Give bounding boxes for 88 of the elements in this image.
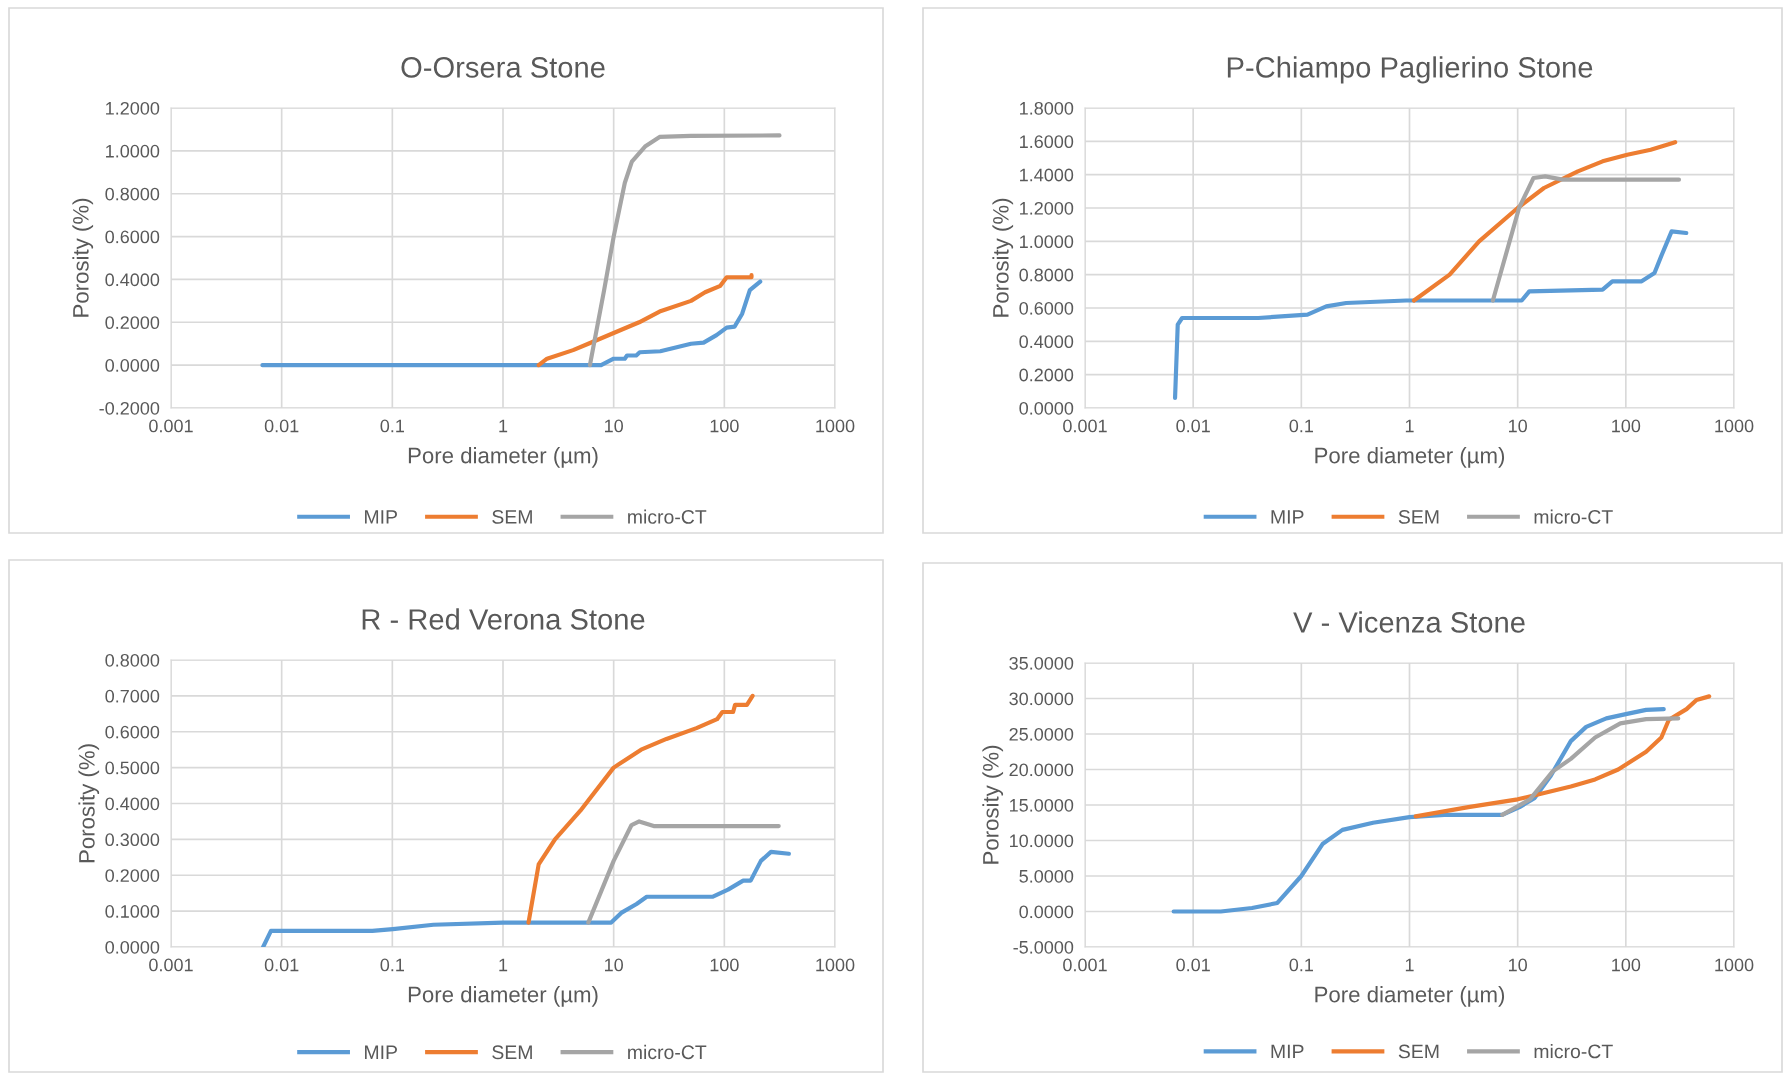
x-tick-label: 1 bbox=[499, 958, 508, 972]
chart-title: V - Vicenza Stone bbox=[1293, 611, 1525, 633]
y-tick-label: 1.2000 bbox=[1020, 201, 1074, 215]
x-tick-label: 100 bbox=[1612, 958, 1641, 972]
y-axis-title: Porosity (%) bbox=[982, 745, 1004, 864]
chart-title: R - Red Verona Stone bbox=[362, 608, 645, 630]
x-tick-label: 1000 bbox=[816, 958, 855, 972]
legend-label: micro-CT bbox=[1534, 509, 1613, 524]
legend-label: MIP bbox=[1271, 1044, 1304, 1059]
x-tick-label: 10 bbox=[1509, 419, 1527, 433]
y-tick-label: 1.8000 bbox=[1020, 101, 1074, 115]
x-tick-label: 0.1 bbox=[380, 958, 404, 972]
x-tick-label: 100 bbox=[710, 958, 739, 972]
y-tick-label: -5.0000 bbox=[1013, 940, 1074, 954]
legend-label: MIP bbox=[1271, 510, 1304, 524]
y-tick-label: 20.0000 bbox=[1009, 763, 1074, 777]
x-tick-label: 1 bbox=[1405, 958, 1414, 972]
y-tick-label: 0.8000 bbox=[105, 653, 160, 667]
y-tick-label: 0.1000 bbox=[105, 905, 160, 918]
chart-title: P-Chiampo Paglierino Stone bbox=[1227, 56, 1593, 84]
x-axis-title: Pore diameter (µm) bbox=[408, 986, 598, 1007]
legend-label: micro-CT bbox=[628, 509, 707, 524]
y-tick-label: 1.4000 bbox=[1020, 168, 1074, 182]
x-tick-label: 0.001 bbox=[1063, 419, 1107, 433]
legend-label: micro-CT bbox=[1534, 1044, 1613, 1059]
x-tick-label: 1 bbox=[499, 419, 508, 433]
y-tick-label: 0.4000 bbox=[1019, 335, 1074, 349]
y-axis-title: Porosity (%) bbox=[78, 744, 100, 863]
y-tick-label: 0.0000 bbox=[105, 359, 160, 372]
x-tick-label: 0.001 bbox=[1063, 958, 1107, 972]
y-tick-label: 0.3000 bbox=[105, 833, 160, 847]
x-tick-label: 100 bbox=[1612, 419, 1641, 433]
x-tick-label: 0.01 bbox=[1176, 419, 1210, 433]
x-tick-label: 10 bbox=[605, 419, 623, 433]
x-tick-label: 10 bbox=[1509, 958, 1527, 972]
x-tick-label: 0.1 bbox=[1289, 958, 1313, 972]
legend-label: SEM bbox=[492, 1045, 532, 1060]
x-tick-label: 1 bbox=[1405, 419, 1414, 433]
y-tick-label: 0.2000 bbox=[1019, 368, 1074, 382]
y-tick-label: 0.7000 bbox=[105, 689, 160, 703]
y-tick-label: 0.8000 bbox=[105, 187, 160, 201]
y-tick-label: 10.0000 bbox=[1010, 834, 1074, 848]
x-tick-label: 0.1 bbox=[1289, 419, 1313, 433]
y-tick-label: 0.5000 bbox=[105, 761, 160, 775]
y-tick-label: 1.6000 bbox=[1020, 135, 1074, 149]
y-tick-label: 5.0000 bbox=[1019, 869, 1074, 883]
y-tick-label: 35.0000 bbox=[1009, 656, 1074, 670]
legend-label: MIP bbox=[365, 1045, 397, 1059]
y-tick-label: 30.0000 bbox=[1009, 692, 1074, 706]
x-tick-label: 1000 bbox=[1715, 419, 1754, 433]
legend-label: MIP bbox=[365, 510, 397, 524]
x-tick-label: 0.1 bbox=[380, 419, 404, 433]
y-tick-label: 0.0000 bbox=[1019, 401, 1074, 415]
y-tick-label: 0.0000 bbox=[105, 940, 160, 954]
legend-label: SEM bbox=[1398, 510, 1439, 524]
x-axis-title: Pore diameter (µm) bbox=[408, 447, 598, 468]
y-tick-label: 0.0000 bbox=[1019, 905, 1074, 919]
x-tick-label: 1000 bbox=[816, 419, 855, 433]
x-tick-label: 100 bbox=[710, 419, 739, 433]
y-axis-title: Porosity (%) bbox=[992, 198, 1014, 317]
y-tick-label: 0.6000 bbox=[105, 725, 160, 739]
x-axis-title: Pore diameter (µm) bbox=[1315, 986, 1505, 1007]
x-tick-label: 0.01 bbox=[1176, 958, 1210, 972]
y-tick-label: 1.0000 bbox=[1020, 235, 1074, 249]
chart-title: O-Orsera Stone bbox=[401, 57, 605, 78]
x-tick-label: 0.001 bbox=[149, 958, 193, 972]
y-tick-label: 0.6000 bbox=[1019, 301, 1074, 315]
y-tick-label: 25.0000 bbox=[1009, 727, 1074, 741]
y-tick-label: 0.6000 bbox=[105, 230, 160, 244]
y-tick-label: 0.2000 bbox=[105, 869, 160, 882]
legend-label: micro-CT bbox=[628, 1044, 707, 1060]
y-tick-label: 0.2000 bbox=[105, 316, 160, 330]
y-tick-label: 0.8000 bbox=[1019, 268, 1074, 282]
y-tick-label: 1.0000 bbox=[106, 144, 160, 158]
legend-label: SEM bbox=[492, 510, 532, 524]
y-tick-label: -0.2000 bbox=[99, 401, 160, 415]
y-tick-label: 0.4000 bbox=[105, 273, 160, 287]
y-tick-label: 0.4000 bbox=[105, 797, 160, 811]
y-tick-label: 15.0000 bbox=[1010, 798, 1074, 812]
x-tick-label: 1000 bbox=[1715, 958, 1754, 972]
x-tick-label: 0.01 bbox=[264, 419, 299, 433]
x-tick-label: 0.01 bbox=[264, 958, 299, 972]
y-tick-label: 1.2000 bbox=[106, 101, 160, 115]
x-tick-label: 10 bbox=[605, 958, 623, 972]
x-tick-label: 0.001 bbox=[149, 419, 193, 433]
x-axis-title: Pore diameter (µm) bbox=[1315, 447, 1505, 468]
y-axis-title: Porosity (%) bbox=[72, 198, 94, 317]
legend-label: SEM bbox=[1398, 1044, 1439, 1059]
